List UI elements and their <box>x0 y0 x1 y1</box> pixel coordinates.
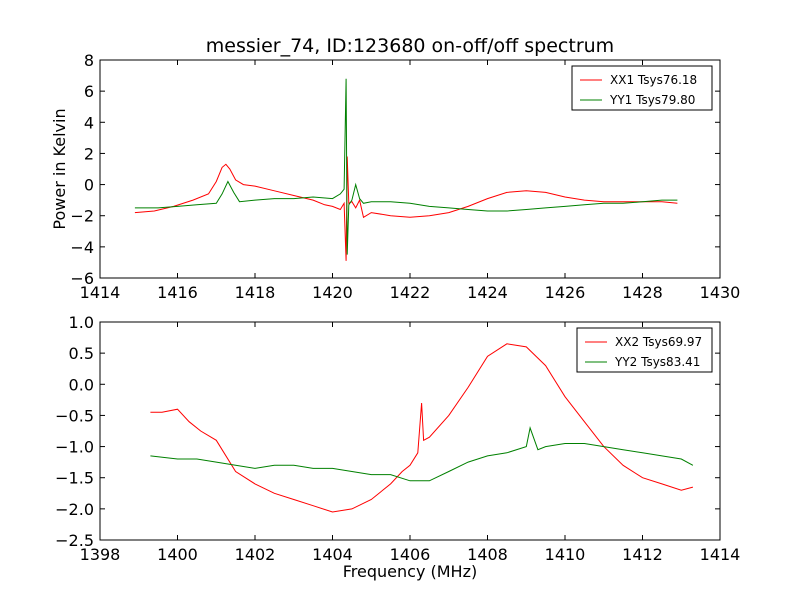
y-tick-label: −2 <box>70 207 94 226</box>
series-line-yy2 <box>150 426 694 482</box>
top-y-axis-label: Power in Kelvin <box>50 108 69 229</box>
y-tick-label: −0.5 <box>55 406 94 425</box>
legend-entry-label: XX2 Tsys69.97 <box>615 335 702 349</box>
legend-entry-label: YY1 Tsys79.80 <box>609 93 695 107</box>
y-tick-label: 0.0 <box>69 375 94 394</box>
chart-title: messier_74, ID:123680 on-off/off spectru… <box>206 35 614 57</box>
x-tick-label: 1426 <box>545 283 586 302</box>
legend-box <box>576 327 713 373</box>
x-tick-label: 1406 <box>390 545 431 564</box>
y-tick-label: −6 <box>70 269 94 288</box>
series-line-xx1 <box>134 156 678 261</box>
x-tick-label: 1414 <box>80 283 121 302</box>
x-tick-label: 1430 <box>700 283 741 302</box>
x-tick-label: 1398 <box>80 545 121 564</box>
series-line-yy1 <box>134 78 678 255</box>
bottom-spectrum-panel: 1398 1400 1402 1404 1406 1408 1410 1412 1414 −2.5… <box>55 313 740 564</box>
x-tick-label: 1422 <box>390 283 431 302</box>
x-tick-label: 1414 <box>700 545 741 564</box>
y-tick-label: −2.0 <box>55 500 94 519</box>
y-tick-label: −1.0 <box>55 438 94 457</box>
y-tick-label: −2.5 <box>55 531 94 550</box>
x-tick-label: 1418 <box>235 283 276 302</box>
y-tick-label: −4 <box>70 238 94 257</box>
y-tick-label: 4 <box>84 113 94 132</box>
x-tick-label: 1404 <box>312 545 353 564</box>
top-spectrum-panel: 1414 1416 1418 1420 1422 1424 1426 1428 1430 −6 −4… <box>70 51 740 302</box>
legend-entry-label: XX1 Tsys76.18 <box>610 73 697 87</box>
y-tick-label: −1.5 <box>55 469 94 488</box>
x-tick-label: 1416 <box>157 283 198 302</box>
y-tick-label: 1.0 <box>69 313 94 332</box>
x-tick-label: 1402 <box>235 545 276 564</box>
x-tick-label: 1400 <box>157 545 198 564</box>
bottom-x-axis-label: Frequency (MHz) <box>343 562 477 581</box>
x-tick-label: 1424 <box>467 283 508 302</box>
x-tick-label: 1410 <box>545 545 586 564</box>
x-tick-label: 1420 <box>312 283 353 302</box>
series-line-xx2 <box>150 343 694 513</box>
y-tick-label: 0 <box>84 176 94 195</box>
x-tick-label: 1408 <box>467 545 508 564</box>
legend-box <box>571 65 713 111</box>
x-tick-label: 1428 <box>622 283 663 302</box>
legend-entry-label: YY2 Tsys83.41 <box>614 355 700 369</box>
y-tick-label: 6 <box>84 82 94 101</box>
y-tick-label: 8 <box>84 51 94 70</box>
y-tick-label: 2 <box>84 144 94 163</box>
x-tick-label: 1412 <box>622 545 663 564</box>
y-tick-label: 0.5 <box>69 344 94 363</box>
